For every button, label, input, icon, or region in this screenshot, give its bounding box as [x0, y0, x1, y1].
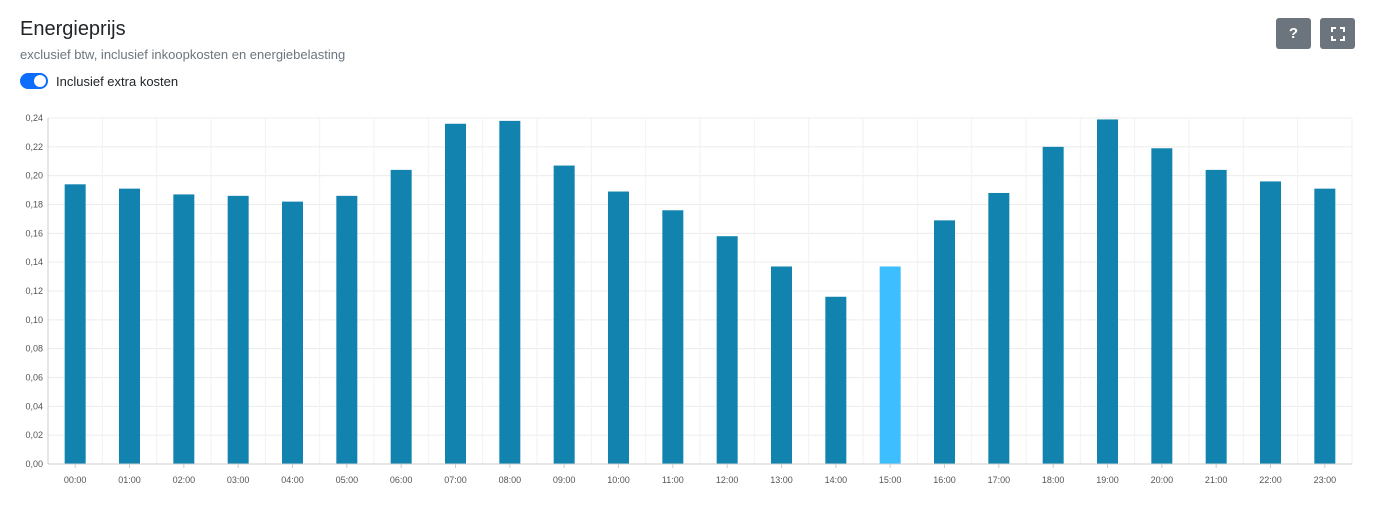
y-tick-label: 0,22 — [25, 142, 43, 152]
extra-costs-toggle-label[interactable]: Inclusief extra kosten — [56, 73, 179, 89]
x-tick-label: 15:00 — [879, 475, 902, 485]
y-tick-label: 0,14 — [25, 257, 43, 267]
x-tick-label: 12:00 — [716, 475, 739, 485]
x-tick-label: 14:00 — [825, 475, 848, 485]
price-bar-chart: 0,00 0,02 0,04 0,06 0,08 0,10 0,12 0,14 0,16 0,18… — [25, 113, 1353, 485]
bar-1900[interactable] — [1097, 119, 1118, 465]
x-tick-label: 09:00 — [553, 475, 576, 485]
x-tick-label: 11:00 — [662, 475, 684, 485]
bar-1400[interactable] — [825, 296, 847, 464]
bar-0800[interactable] — [499, 120, 521, 464]
page-title: Energieprijs — [20, 18, 126, 40]
y-tick-label: 0,16 — [25, 228, 43, 238]
y-tick-label: 0,10 — [25, 315, 43, 325]
x-tick-label: 13:00 — [770, 475, 793, 485]
x-tick-label: 01:00 — [118, 475, 141, 485]
bar-0700[interactable] — [445, 123, 466, 464]
x-tick-label: 18:00 — [1042, 475, 1065, 485]
bar-1200[interactable] — [716, 236, 738, 464]
x-tick-label: 20:00 — [1151, 475, 1174, 485]
bar-0000[interactable] — [64, 184, 86, 465]
bar-1700[interactable] — [988, 192, 1010, 464]
bar-1300[interactable] — [771, 266, 792, 464]
chart-bars — [64, 119, 1336, 465]
x-tick-label: 00:00 — [64, 475, 87, 485]
bar-1000[interactable] — [608, 191, 629, 464]
page-subtitle: exclusief btw, inclusief inkoopkosten en… — [20, 47, 346, 62]
y-tick-label: 0,02 — [25, 430, 43, 440]
bar-2300[interactable] — [1314, 188, 1336, 464]
x-tick-label: 08:00 — [499, 475, 522, 485]
x-tick-label: 22:00 — [1259, 475, 1282, 485]
y-tick-label: 0,04 — [25, 401, 43, 411]
bar-1600[interactable] — [934, 220, 955, 464]
x-tick-label: 21:00 — [1205, 475, 1228, 485]
y-tick-label: 0,06 — [25, 373, 43, 383]
bar-0100[interactable] — [119, 188, 140, 464]
x-tick-label: 10:00 — [607, 475, 630, 485]
x-tick-label: 04:00 — [281, 475, 304, 485]
bar-1500[interactable] — [879, 266, 901, 464]
x-tick-label: 17:00 — [988, 475, 1011, 485]
x-tick-label: 19:00 — [1096, 475, 1119, 485]
bar-0400[interactable] — [282, 201, 303, 464]
bar-0300[interactable] — [227, 195, 249, 464]
y-tick-label: 0,08 — [25, 344, 43, 354]
help-button[interactable]: ? — [1276, 18, 1311, 49]
y-tick-label: 0,00 — [25, 459, 43, 469]
x-tick-label: 16:00 — [933, 475, 956, 485]
y-tick-label: 0,12 — [25, 286, 43, 296]
y-tick-label: 0,18 — [25, 200, 43, 210]
bar-1100[interactable] — [662, 210, 684, 464]
expand-icon — [1330, 26, 1345, 41]
y-tick-label: 0,24 — [25, 113, 43, 123]
bar-0500[interactable] — [336, 195, 358, 464]
bar-2000[interactable] — [1151, 148, 1173, 464]
chart-axes: 0,00 0,02 0,04 0,06 0,08 0,10 0,12 0,14 0,16 0,18… — [25, 113, 1352, 485]
bar-0200[interactable] — [173, 194, 195, 464]
toggle-knob — [34, 75, 46, 87]
bar-0900[interactable] — [553, 165, 575, 464]
bar-1800[interactable] — [1042, 146, 1064, 465]
x-tick-label: 07:00 — [444, 475, 467, 485]
x-tick-label: 05:00 — [336, 475, 359, 485]
x-tick-label: 06:00 — [390, 475, 413, 485]
bar-2100[interactable] — [1205, 169, 1227, 464]
x-tick-label: 03:00 — [227, 475, 250, 485]
fullscreen-button[interactable] — [1320, 18, 1355, 49]
y-tick-label: 0,20 — [25, 171, 43, 181]
bar-0600[interactable] — [390, 169, 412, 464]
bar-2200[interactable] — [1260, 181, 1281, 464]
extra-costs-toggle-row[interactable]: Inclusief extra kosten — [20, 73, 178, 89]
question-icon: ? — [1288, 25, 1299, 42]
extra-costs-toggle[interactable] — [20, 73, 48, 89]
x-tick-label: 02:00 — [173, 475, 196, 485]
x-tick-label: 23:00 — [1314, 475, 1337, 485]
